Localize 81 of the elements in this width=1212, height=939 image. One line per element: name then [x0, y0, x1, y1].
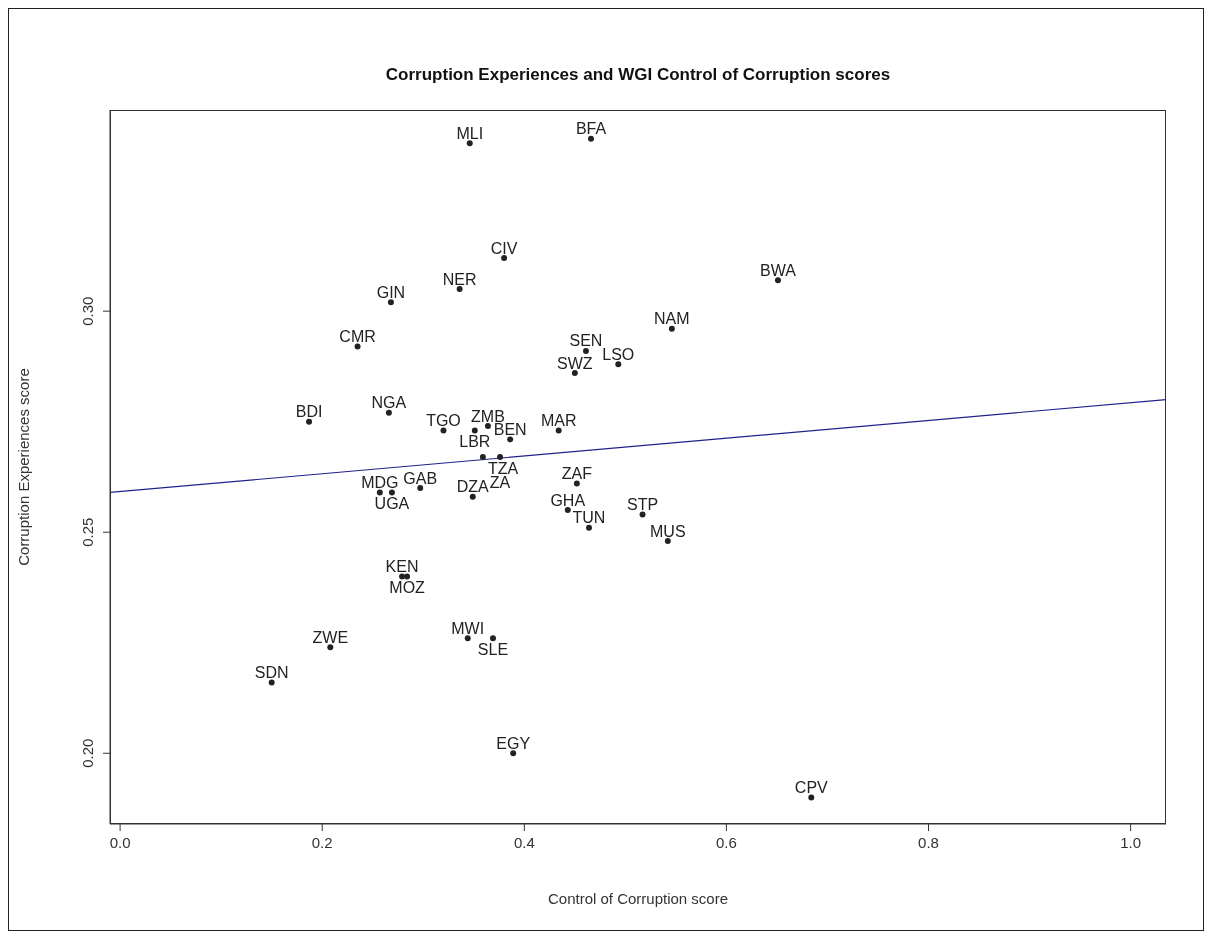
data-label: TGO [426, 412, 461, 430]
data-label: NGA [371, 394, 407, 412]
y-tick-label: 0.25 [79, 517, 96, 547]
point [404, 573, 411, 580]
data-label: NER [442, 270, 477, 288]
point [497, 454, 504, 461]
point [668, 325, 675, 332]
data-label: CMR [339, 328, 376, 346]
data-label: MDG [361, 473, 399, 491]
data-label: MOZ [389, 578, 426, 596]
point [306, 418, 313, 425]
point [385, 409, 392, 416]
data-label: GHA [550, 491, 586, 509]
data-label: BWA [760, 261, 797, 279]
x-tick-label: 0.8 [918, 833, 939, 851]
point [555, 427, 562, 434]
data-label: BDI [295, 403, 323, 421]
point [510, 750, 517, 757]
point [573, 480, 580, 487]
point [484, 423, 491, 430]
data-label: ZWE [312, 628, 349, 646]
y-tick-label: 0.30 [79, 296, 96, 326]
data-label: SWZ [557, 354, 593, 372]
data-label: SDN [254, 664, 289, 682]
chart-title: Corruption Experiences and WGI Control of Corruption scores [384, 65, 892, 85]
point [774, 277, 781, 284]
data-label: ZAF [561, 465, 593, 483]
point [376, 489, 383, 496]
point [388, 489, 395, 496]
x-tick-label: 0.2 [311, 833, 333, 851]
x-tick-label: 1.0 [1120, 833, 1142, 851]
point [464, 635, 471, 642]
data-label: CPV [794, 778, 829, 796]
data-label: SLE [477, 640, 509, 658]
data-label: LSO [602, 345, 635, 363]
point [490, 635, 496, 642]
data-label: MWI [451, 619, 485, 637]
point [588, 135, 594, 142]
point [615, 361, 622, 368]
data-label: SEN [569, 332, 603, 350]
point [354, 343, 361, 350]
point [808, 794, 815, 801]
point [664, 538, 671, 545]
x-tick-label: 0.6 [715, 833, 737, 851]
data-label: BFA [575, 120, 607, 138]
data-label: CIV [490, 239, 518, 257]
data-label: GAB [403, 469, 438, 487]
point [466, 140, 473, 147]
data-label: KEN [385, 557, 419, 575]
data-label: LBR [459, 433, 491, 451]
point [571, 370, 578, 377]
data-label: DZA [456, 478, 490, 496]
point [501, 255, 508, 262]
point [479, 454, 486, 461]
point [564, 507, 571, 514]
point [327, 644, 334, 651]
point [507, 436, 514, 443]
point [387, 299, 394, 306]
data-label: MAR [540, 412, 577, 430]
point [440, 427, 447, 434]
data-label: TUN [572, 509, 606, 527]
data-label: MUS [650, 522, 686, 540]
point [456, 286, 463, 293]
point [639, 511, 646, 518]
point [417, 485, 424, 491]
data-label: EGY [496, 734, 531, 752]
data-label: UGA [374, 494, 410, 512]
data-label: STP [626, 496, 659, 514]
data-label: GIN [376, 283, 406, 301]
y-tick-label: 0.20 [79, 738, 96, 768]
x-axis-title: Control of Corruption score [547, 890, 729, 907]
point [586, 524, 592, 531]
point [469, 493, 476, 500]
y-axis-title: Corruption Experiences score [15, 368, 33, 566]
point [268, 679, 275, 686]
x-tick-label: 0.4 [513, 833, 535, 851]
data-label: NAM [654, 310, 690, 328]
x-tick-label: 0.0 [109, 833, 131, 851]
point [471, 427, 478, 434]
data-label: MLI [456, 124, 484, 142]
point [582, 347, 589, 354]
